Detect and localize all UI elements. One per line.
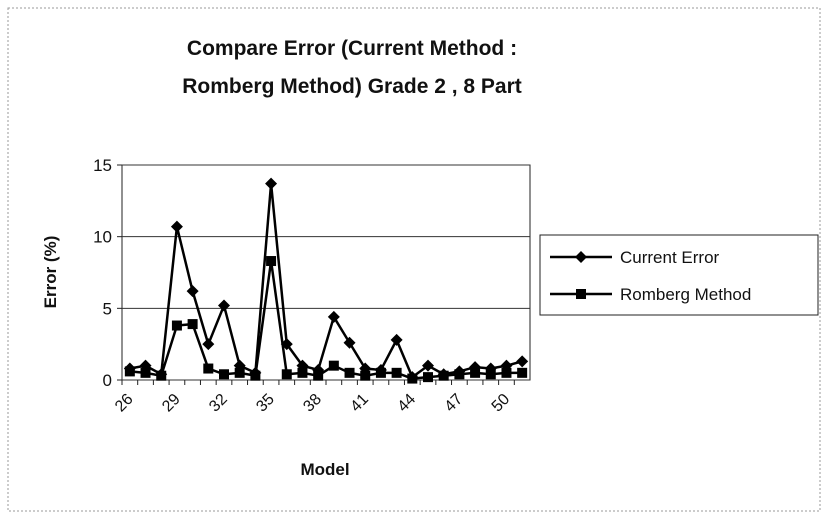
marker: [576, 289, 586, 299]
marker: [313, 370, 324, 381]
y-tick-label: 15: [93, 156, 112, 175]
marker: [124, 366, 135, 377]
legend-label: Current Error: [620, 248, 720, 267]
marker: [454, 369, 465, 380]
marker: [344, 367, 355, 378]
chart-title: Romberg Method) Grade 2 , 8 Part: [182, 75, 522, 98]
marker: [202, 338, 215, 351]
marker: [265, 177, 278, 190]
marker: [391, 367, 402, 378]
marker: [360, 370, 371, 381]
y-tick-label: 5: [103, 299, 112, 318]
marker: [266, 256, 277, 267]
marker: [297, 367, 308, 378]
legend-box: [539, 234, 819, 316]
marker: [140, 367, 151, 378]
marker: [343, 336, 356, 349]
marker: [422, 359, 434, 372]
marker: [390, 333, 403, 346]
marker: [517, 367, 528, 378]
y-tick-label: 10: [93, 228, 112, 247]
chart-title: Compare Error (Current Method :: [187, 37, 517, 60]
marker: [485, 369, 496, 380]
marker: [187, 319, 198, 330]
marker: [156, 370, 167, 381]
marker: [328, 360, 339, 371]
marker: [234, 367, 245, 378]
y-tick-label: 0: [103, 371, 112, 390]
marker: [375, 367, 386, 378]
marker: [575, 251, 587, 263]
marker: [186, 285, 199, 298]
marker: [501, 367, 512, 378]
marker: [438, 370, 449, 381]
marker: [203, 363, 214, 374]
y-axis-title: Error (%): [41, 236, 60, 309]
marker: [171, 320, 182, 331]
x-axis-title: Model: [300, 460, 349, 479]
marker: [407, 373, 418, 384]
marker: [470, 367, 481, 378]
marker: [516, 355, 529, 368]
marker: [219, 369, 229, 380]
marker: [281, 369, 292, 380]
legend-label: Romberg Method: [620, 285, 751, 304]
marker: [170, 220, 183, 233]
marker: [423, 372, 433, 383]
marker: [327, 310, 340, 323]
marker: [250, 370, 261, 381]
marker: [218, 299, 230, 312]
